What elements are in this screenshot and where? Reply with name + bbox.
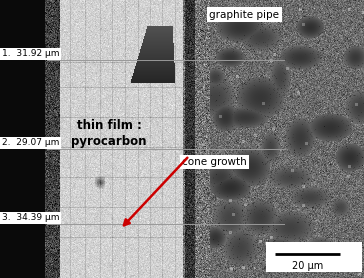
Text: 1.  31.92 μm: 1. 31.92 μm (2, 49, 59, 58)
Text: 3.  34.39 μm: 3. 34.39 μm (2, 214, 59, 222)
Bar (266, 242, 362, 272)
Text: 2.  29.07 μm: 2. 29.07 μm (2, 138, 59, 147)
Text: 20 μm: 20 μm (292, 261, 323, 271)
Text: thin film :
pyrocarbon: thin film : pyrocarbon (71, 119, 147, 148)
Text: graphite pipe: graphite pipe (209, 10, 279, 20)
Text: cone growth: cone growth (182, 157, 247, 167)
